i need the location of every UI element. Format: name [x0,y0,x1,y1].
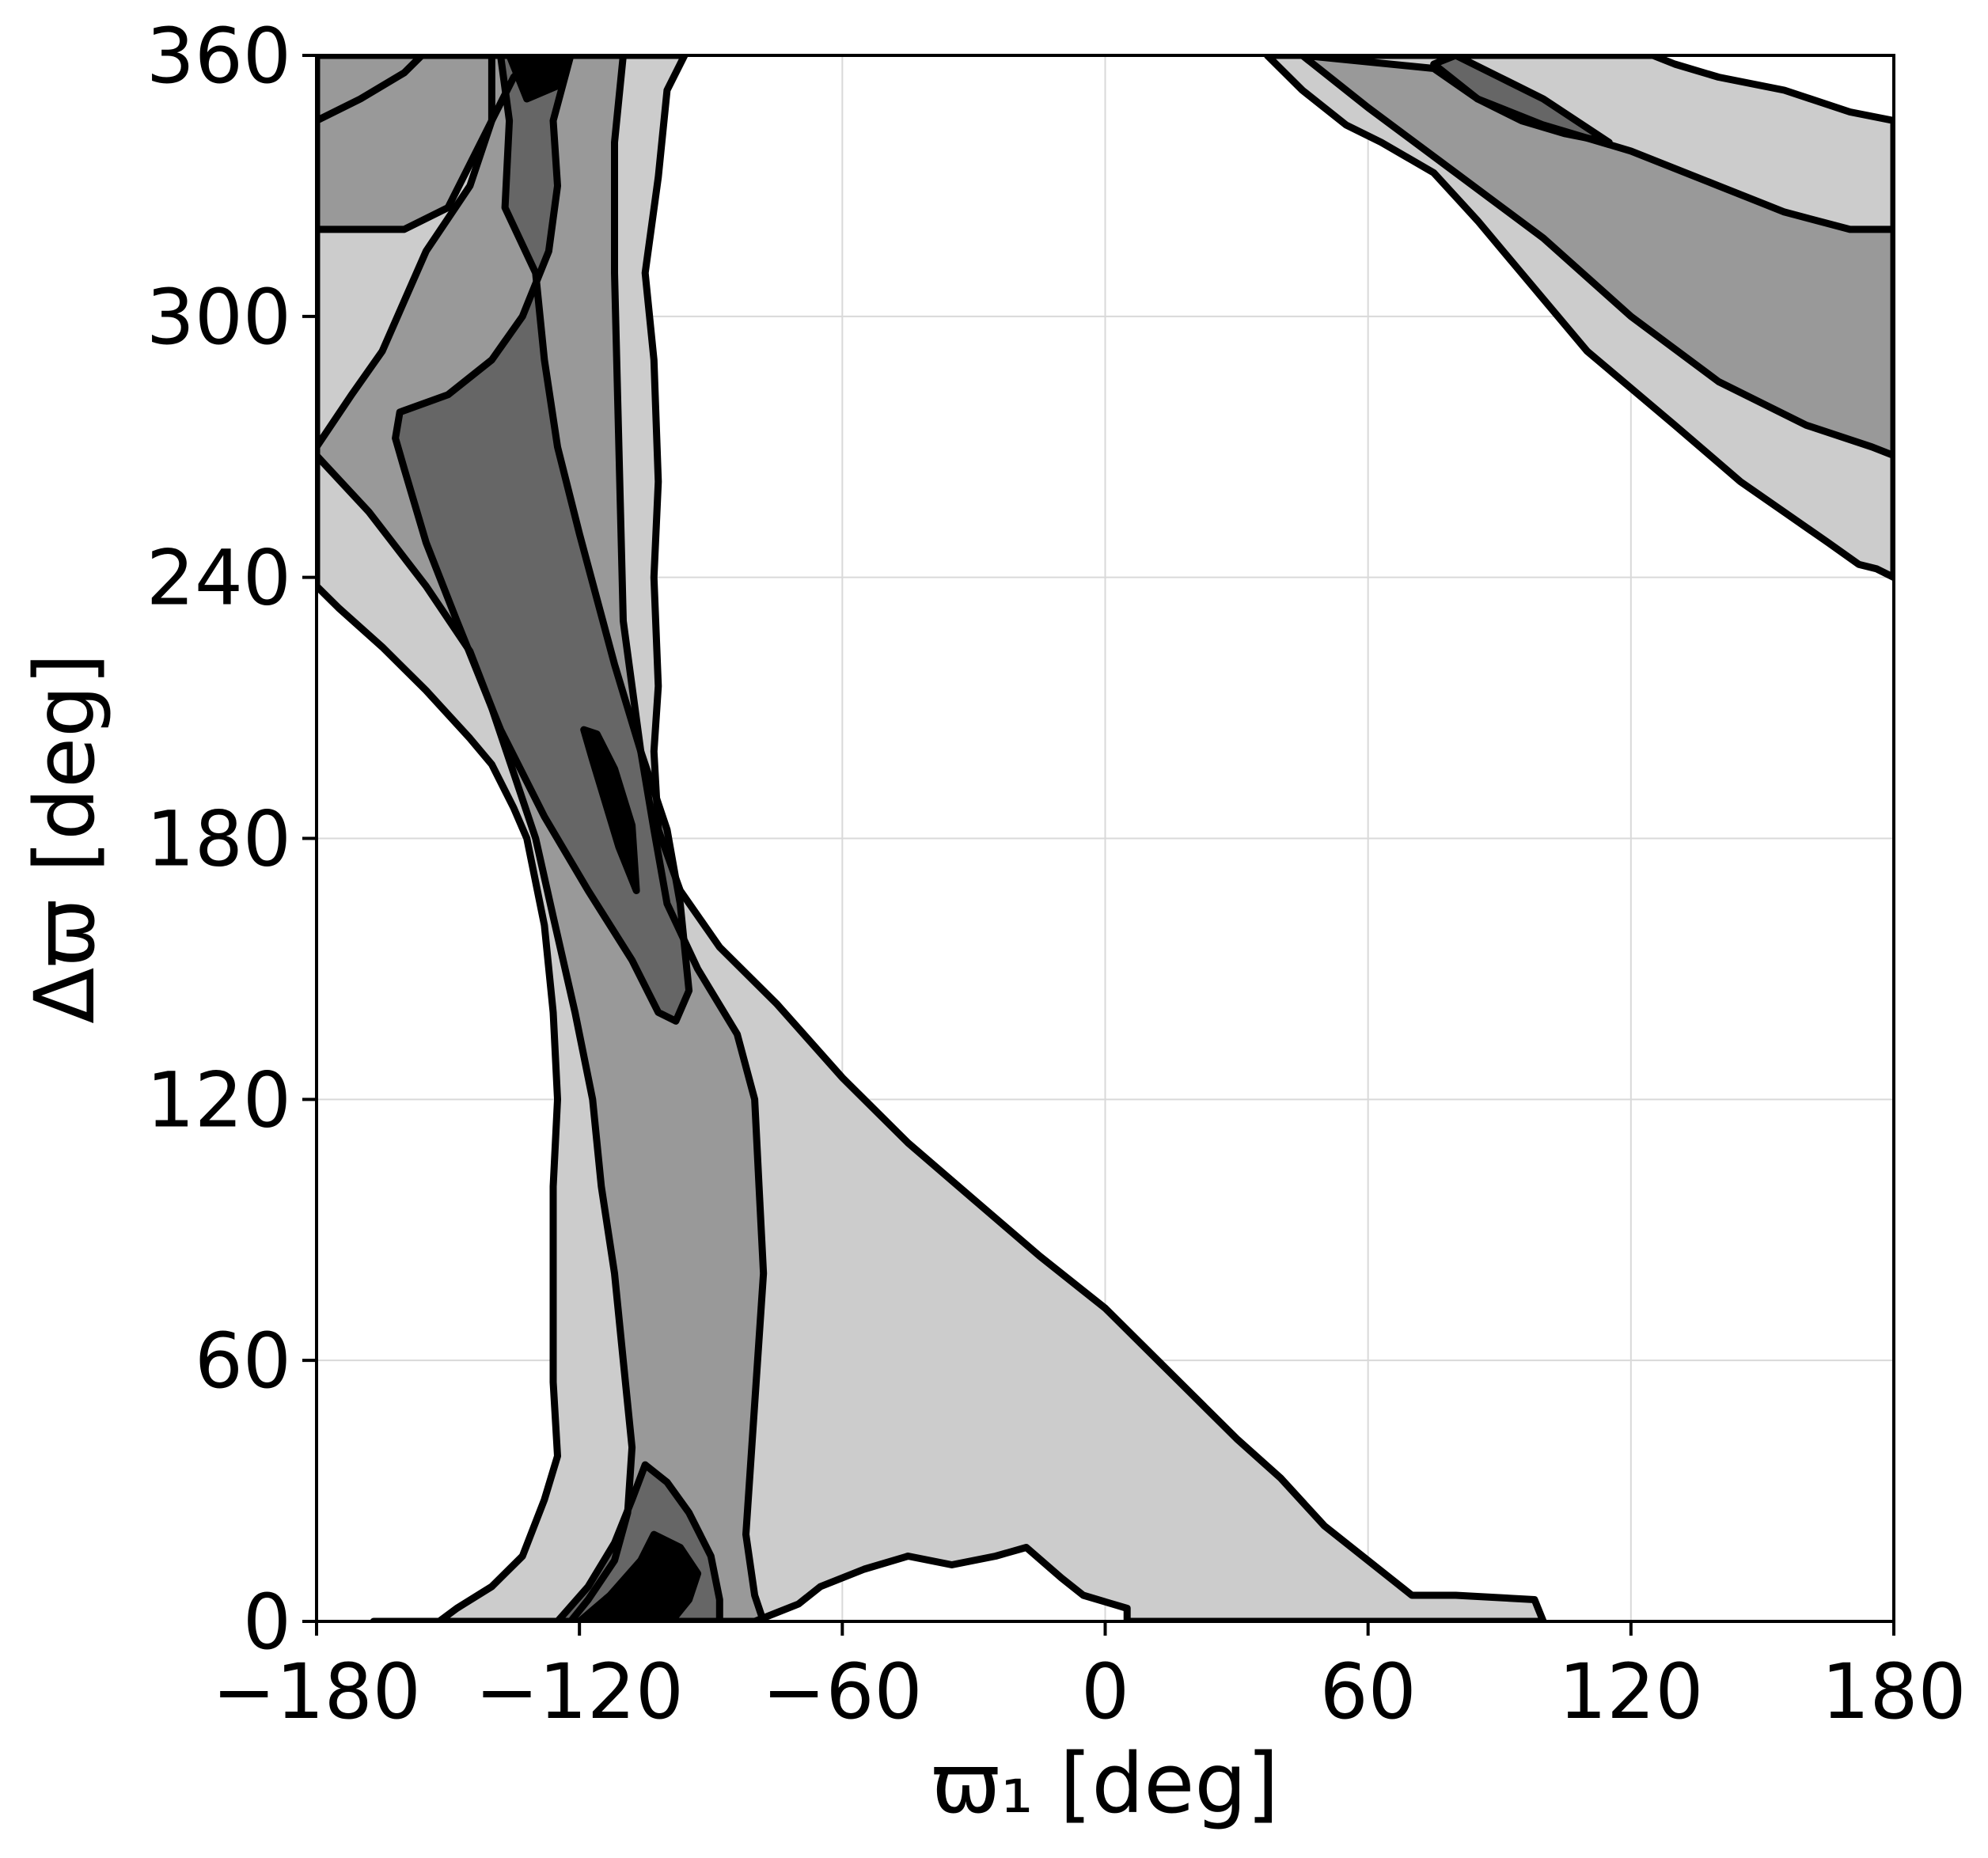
contour-line-level4-region1 [575,1530,702,1621]
x-tick-label-3: 0 [1081,1648,1129,1736]
x-tick-label-2: −60 [762,1648,923,1736]
y-tick-label-3: 180 [146,795,291,884]
y-tick-label-4: 240 [146,534,291,623]
x-axis-ticks: −180 −120 −60 0 60 120 180 [212,1621,1967,1736]
x-tick-label-4: 60 [1320,1648,1417,1736]
contour-fill-level2-region0 [317,55,536,229]
contour-line-level3-region2 [1430,55,1613,146]
x-axis-label: ϖ₁ [deg] [931,1735,1279,1832]
y-tick-label-6: 360 [146,12,291,100]
contour-fill-level3-region2 [1433,55,1610,142]
y-tick-label-2: 120 [146,1056,291,1144]
x-tick-label-1: −120 [475,1648,684,1736]
x-tick-label-5: 120 [1558,1648,1703,1736]
contour-line-level4-region2 [506,55,575,103]
contour-line-level4-region0 [580,726,640,894]
contour-line-level3-region0 [392,55,693,1025]
y-axis-ticks: 0 60 120 180 240 300 360 [146,12,317,1667]
y-tick-label-5: 300 [146,273,291,362]
y-tick-label-1: 60 [195,1317,291,1405]
x-tick-label-0: −180 [212,1648,421,1736]
contour-line-level2-region1 [317,55,768,1621]
contour-line-level1-region0 [317,55,1547,1621]
contour-fill-level2-region2 [1302,55,1894,456]
contour-fill-level1-region2 [1267,55,1894,578]
contour-line-level1-region2 [1263,55,1894,582]
contour-line-level1-region1 [317,55,426,124]
contour-lines [317,55,1894,1621]
contour-line-level3-region1 [554,1461,723,1621]
x-tick-label-6: 180 [1821,1648,1966,1736]
y-tick-label-0: 0 [243,1578,291,1667]
y-axis-label: Δϖ [deg] [17,653,113,1023]
plot-frame [315,54,1895,1623]
